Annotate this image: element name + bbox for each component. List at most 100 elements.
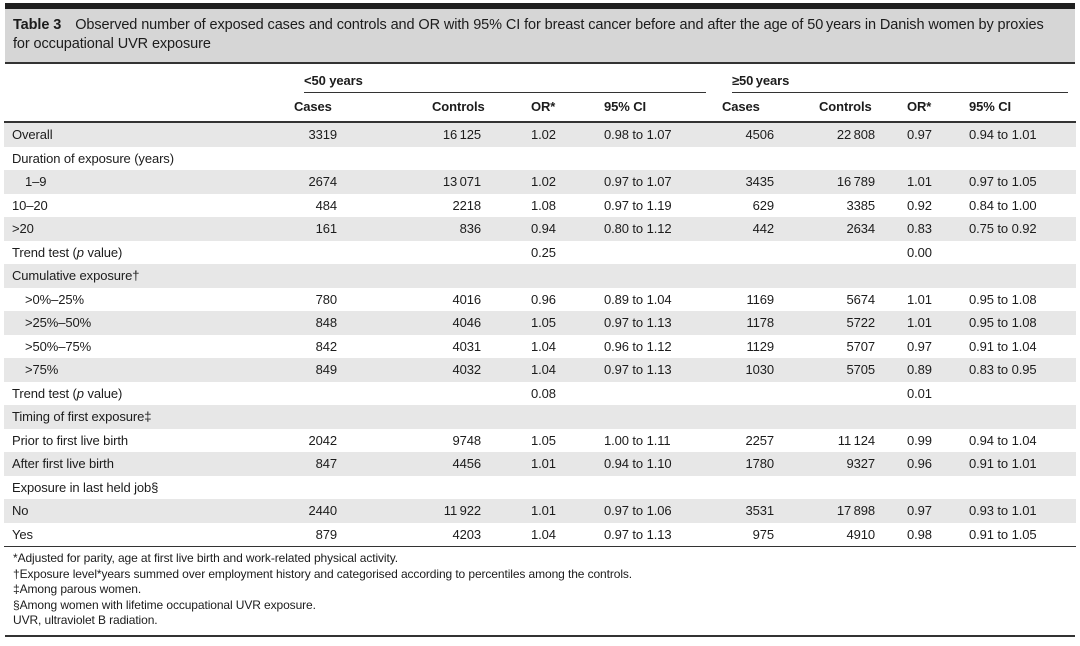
cell-ci1: 0.97 to 1.07	[604, 174, 672, 189]
cell-controls2	[819, 241, 907, 265]
cell-controls2: 9327	[846, 456, 875, 471]
cell-ci1: 0.98 to 1.07	[604, 127, 672, 142]
cell-controls1: 11 922	[443, 503, 481, 518]
cell-or1: 1.02	[531, 174, 556, 189]
group-50-years-and-over: ≥50 years	[722, 64, 1076, 93]
cell-cases2: 4506	[745, 127, 774, 142]
footnote-line: UVR, ultraviolet B radiation.	[13, 613, 158, 627]
cell-cases2: 1030	[745, 362, 774, 377]
cell-cases1: 879	[294, 522, 432, 547]
table-row: Trend test (p value) 0.08 0.01	[4, 382, 1076, 406]
cell-cases1: 849	[315, 362, 337, 377]
group-under-50-years: <50 years	[294, 64, 722, 93]
cell-cases2: 442	[752, 221, 774, 236]
cell-controls1: 2218	[452, 197, 481, 213]
cell-or2: 0.92	[907, 197, 932, 213]
empty-corner-cell	[4, 64, 294, 93]
cell-cases1: 2440	[308, 503, 337, 518]
col-header-ci-2: 95% CI	[969, 93, 1077, 123]
table-row: >25%–50% 848 4046 1.05 0.97 to 1.13 1178 5722 1…	[4, 311, 1077, 335]
cell-cases2: 3531	[745, 503, 774, 518]
cell-or2: 1.01	[907, 315, 932, 330]
cell-controls2: 17 898	[836, 503, 875, 518]
table-row: >75% 849 4032 1.04 0.97 to 1.13 1030 5705 0.89 0…	[4, 358, 1077, 382]
cell-or2: 1.01	[907, 174, 932, 189]
cell-controls1: 4046	[452, 315, 481, 330]
col-header-or-1: OR*	[531, 93, 604, 123]
cell-or1: 0.25	[531, 244, 556, 260]
cell-controls1: 9748	[452, 432, 481, 448]
cell-or2: 0.99	[907, 432, 932, 448]
cell-cases1: 780	[315, 291, 337, 307]
cell-ci2: 0.94 to 1.04	[969, 432, 1037, 448]
cell-ci2: 0.95 to 1.08	[969, 315, 1037, 330]
cell-ci2: 0.83 to 0.95	[969, 362, 1037, 377]
cell-or1: 1.08	[531, 197, 556, 213]
section-row: Cumulative exposure†	[4, 264, 1077, 288]
cell-controls2: 5722	[846, 315, 875, 330]
cell-controls1: 836	[459, 221, 481, 236]
cell-or1: 1.04	[531, 362, 556, 377]
cell-or2: 0.97	[907, 338, 932, 354]
italic-p: p	[76, 385, 84, 401]
cell-ci1: 1.00 to 1.11	[604, 432, 671, 448]
row-label: >75%	[25, 362, 59, 377]
cell-or1: 0.96	[531, 291, 556, 307]
cell-ci1: 0.97 to 1.13	[604, 362, 672, 377]
row-label: 10–20	[12, 197, 48, 213]
cell-cases2: 3435	[745, 174, 774, 189]
cell-or1: 0.94	[531, 221, 556, 236]
footnote-line: ‡Among parous women.	[13, 582, 142, 596]
column-header-row: Cases Controls OR* 95% CI Cases Controls…	[4, 93, 1077, 123]
cell-controls2: 22 808	[836, 127, 875, 142]
cell-controls1	[432, 241, 531, 265]
table-number: Table 3	[13, 17, 62, 33]
table-head: <50 years ≥50 years Cases Controls OR* 9…	[4, 64, 1077, 123]
empty-label-header	[4, 93, 294, 123]
cell-ci1	[604, 382, 722, 406]
cell-cases1	[294, 382, 432, 406]
table-row: No 2440 11 922 1.01 0.97 to 1.06 3531 17 898 0.…	[4, 499, 1077, 523]
cell-controls1: 16 125	[442, 127, 481, 142]
cell-controls2	[819, 382, 907, 406]
cell-or2: 0.00	[907, 244, 932, 260]
cell-or1: 1.04	[531, 522, 604, 547]
cell-cases1: 842	[315, 338, 337, 354]
section-row: Exposure in last held job§	[4, 476, 1076, 500]
top-rule	[5, 3, 1075, 9]
cell-controls2: 4910	[819, 522, 907, 547]
cell-ci2	[969, 241, 1076, 265]
row-label: Overall	[12, 127, 53, 142]
cell-or2: 0.97	[907, 503, 932, 518]
row-label: 1–9	[25, 174, 47, 189]
section-row: Duration of exposure (years)	[4, 147, 1076, 171]
footnotes: *Adjusted for parity, age at first live …	[5, 547, 1075, 629]
cell-or2: 1.01	[907, 291, 932, 307]
table-row: 1–9 2674 13 071 1.02 0.97 to 1.07 3435 16 789 1…	[4, 170, 1077, 194]
cell-or1: 0.08	[531, 385, 556, 401]
row-label: >20	[12, 221, 34, 236]
cell-controls2: 3385	[846, 197, 875, 213]
cell-ci2: 0.75 to 0.92	[969, 221, 1037, 236]
table-title-text: Observed number of exposed cases and con…	[13, 17, 1044, 52]
row-label: >25%–50%	[25, 315, 92, 330]
data-table: <50 years ≥50 years Cases Controls OR* 9…	[4, 64, 1077, 547]
table-row: Yes 879 4203 1.04 0.97 to 1.13 975 4910 0.98 0.9…	[4, 522, 1077, 547]
cell-controls1	[432, 382, 531, 406]
cell-cases2: 975	[722, 522, 819, 547]
col-header-controls-1: Controls	[432, 93, 531, 123]
cell-or2: 0.01	[907, 385, 932, 401]
cell-or2: 0.96	[907, 456, 932, 471]
cell-ci2	[969, 382, 1076, 406]
col-header-ci-1: 95% CI	[604, 93, 722, 123]
cell-cases1: 2042	[308, 432, 337, 448]
table-row: 10–20 484 2218 1.08 0.97 to 1.19 629 3385 0.92 0…	[4, 194, 1076, 218]
table-row: >0%–25% 780 4016 0.96 0.89 to 1.04 1169 5674 1.…	[4, 288, 1076, 312]
cell-controls2: 5674	[846, 291, 875, 307]
cell-ci2: 0.91 to 1.05	[969, 522, 1077, 547]
table-row: Overall 3319 16 125 1.02 0.98 to 1.07 4506 22 …	[4, 122, 1077, 147]
cell-or1: 1.02	[531, 127, 556, 142]
cell-controls2: 5707	[846, 338, 875, 354]
cell-controls1: 4016	[452, 291, 481, 307]
cell-cases2: 1780	[745, 456, 774, 471]
